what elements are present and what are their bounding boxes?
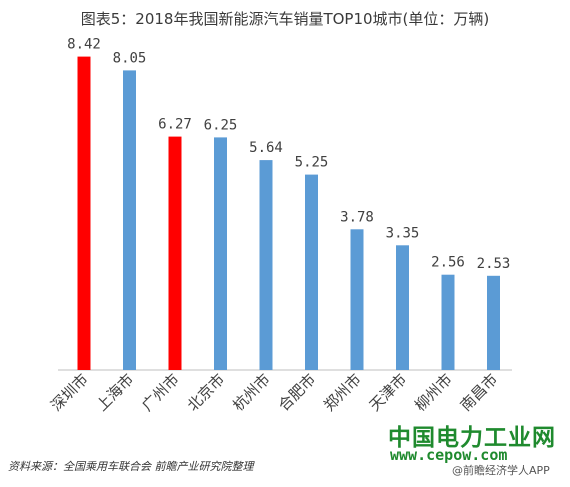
watermark-app-credit: @前瞻经济学人APP — [452, 464, 550, 477]
x-tick-label: 广州市 — [138, 370, 183, 415]
bar-上海市 — [123, 70, 136, 371]
data-label: 8.05 — [113, 50, 147, 66]
data-label: 3.78 — [340, 209, 374, 225]
source-note: 资料来源：全国乘用车联合会 前瞻产业研究院整理 — [8, 460, 254, 473]
bar-北京市 — [214, 137, 227, 370]
chart-title: 图表5：2018年我国新能源汽车销量TOP10城市(单位：万辆) — [80, 10, 490, 28]
watermark-url: www.cepow.com — [390, 446, 508, 464]
x-tick-label: 合肥市 — [275, 370, 320, 415]
bar-南昌市 — [487, 275, 500, 370]
bar-柳州市 — [441, 274, 455, 370]
x-tick-label: 郑州市 — [320, 370, 365, 415]
bar-广州市 — [168, 136, 182, 370]
bar-郑州市 — [350, 229, 364, 370]
bar-天津市 — [396, 245, 409, 370]
data-label: 8.42 — [67, 37, 101, 53]
data-label: 5.25 — [295, 155, 329, 171]
bar-杭州市 — [259, 160, 273, 370]
x-tick-label: 北京市 — [184, 370, 229, 415]
x-tick-label: 上海市 — [93, 370, 138, 415]
x-tick-label: 天津市 — [366, 370, 411, 415]
data-label: 6.27 — [158, 117, 192, 133]
watermark-site-name: 中国电力工业网 — [388, 425, 556, 451]
data-labels-layer: 8.42 8.05 6.27 6.25 5.64 5.25 3.78 3.35 2.56 2.53 — [67, 37, 510, 272]
bars-layer — [77, 56, 500, 371]
data-label: 6.25 — [204, 117, 238, 133]
x-tick-label: 南昌市 — [457, 370, 502, 415]
x-tick-label: 柳州市 — [411, 370, 456, 415]
x-tick-labels-layer: 深圳市 上海市 广州市 北京市 杭州市 合肥市 郑州市 天津市 柳州市 南昌市 — [47, 370, 501, 415]
bar-深圳市 — [77, 56, 91, 370]
data-label: 3.35 — [386, 225, 420, 241]
bar-合肥市 — [305, 174, 318, 370]
x-tick-label: 深圳市 — [47, 370, 92, 415]
data-label: 5.64 — [249, 140, 283, 156]
data-label: 2.53 — [477, 256, 511, 272]
data-label: 2.56 — [431, 255, 465, 271]
x-tick-label: 杭州市 — [229, 370, 274, 415]
